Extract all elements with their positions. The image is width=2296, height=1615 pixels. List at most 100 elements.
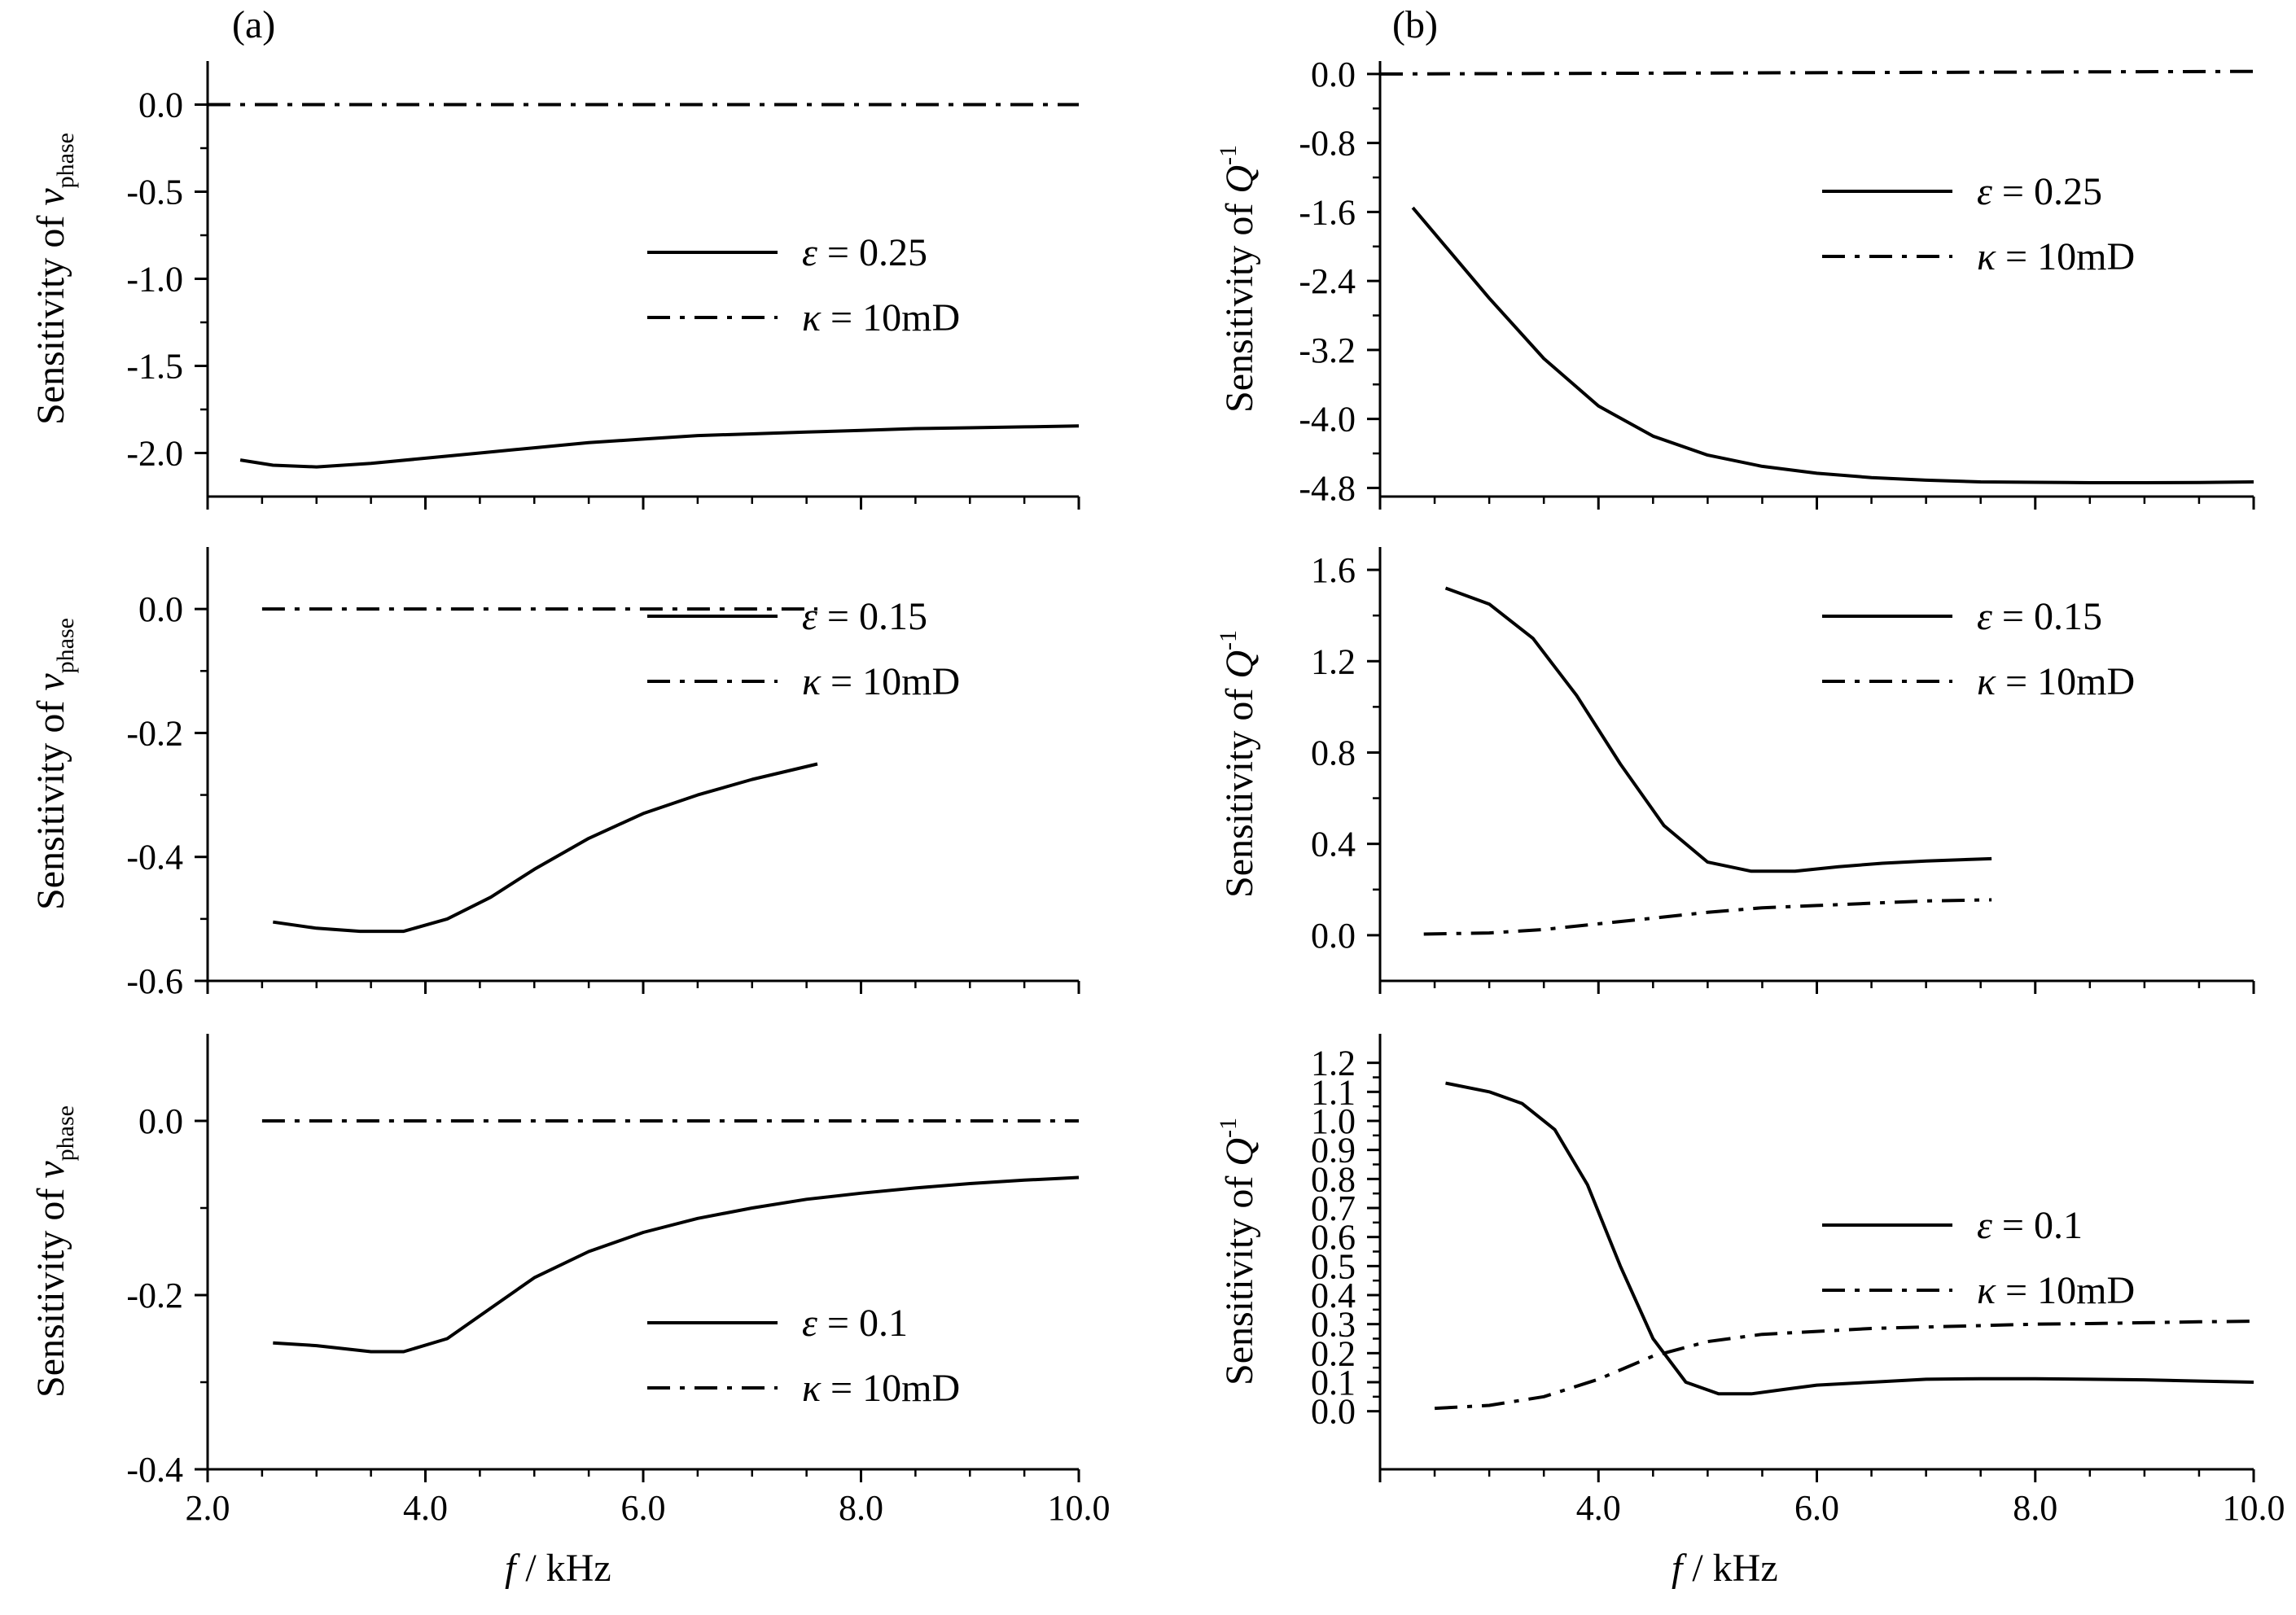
- legend-label: κ = 10mD: [802, 1367, 960, 1410]
- legend-symbol: ε: [1977, 1204, 1992, 1247]
- y-axis-title-superscript: -1: [1215, 1118, 1242, 1138]
- legend-value: = 10mD: [821, 1367, 960, 1410]
- x-tick-label: 2.0: [186, 1488, 230, 1528]
- legend-symbol: κ: [802, 660, 822, 703]
- y-tick-label: -1.5: [126, 347, 183, 387]
- plot-b1: 0.0 -0.8 -1.6 -2.4 -3.2 -4.0 -4.8 Sensitivity o…: [1215, 55, 2255, 510]
- y-axis-title-prefix: Sensitivity of: [1218, 1166, 1261, 1385]
- y-tick-label: 0.0: [138, 589, 183, 629]
- plot-a2: 0.0 -0.2 -0.4 -0.6 Sensitivity of vphase ε = …: [29, 547, 1080, 1001]
- y-tick-label: -0.5: [126, 173, 183, 212]
- legend-value: = 0.15: [1992, 595, 2102, 638]
- legend-value: = 0.1: [1992, 1204, 2083, 1247]
- legend-value: = 0.1: [817, 1302, 908, 1345]
- series-line-epsilon: [273, 1175, 1080, 1354]
- y-tick-label: 1.0: [1311, 1101, 1356, 1141]
- y-axis-title-variable: v: [29, 673, 72, 691]
- y-tick-label: 0.0: [138, 1101, 183, 1141]
- plot-a1: 0.0 -0.5 -1.0 -1.5 -2.0 Sensitivity of vphase…: [29, 61, 1080, 510]
- y-axis-title: Sensitivity of vphase: [29, 618, 79, 910]
- y-axis-title-subscript: phase: [52, 1105, 79, 1161]
- legend-label: ε = 0.1: [802, 1302, 908, 1345]
- x-axis-title-b: f / kHz: [1672, 1547, 1778, 1590]
- panel-label-b: (b): [1392, 3, 1438, 46]
- series-line-kappa: [1423, 898, 1992, 936]
- y-axis-title-prefix: Sensitivity of: [29, 206, 72, 425]
- legend-symbol: κ: [1977, 235, 1996, 278]
- y-tick-label: 1.2: [1311, 641, 1356, 681]
- legend-value: = 0.15: [817, 595, 927, 638]
- y-tick-label: -1.6: [1299, 192, 1356, 232]
- series-line-epsilon: [239, 424, 1080, 469]
- series-line-epsilon: [1411, 206, 2254, 484]
- legend-symbol: ε: [802, 1302, 817, 1345]
- x-axis-unit: / kHz: [515, 1547, 611, 1590]
- y-axis-title-prefix: Sensitivity of: [29, 1179, 72, 1398]
- y-tick-label: 1.6: [1311, 550, 1356, 590]
- x-tick-label: 8.0: [2013, 1488, 2057, 1528]
- legend-symbol: ε: [802, 231, 817, 274]
- legend-label: κ = 10mD: [802, 296, 960, 339]
- legend-value: = 0.25: [1992, 170, 2102, 213]
- y-tick-label: 0.7: [1311, 1188, 1356, 1228]
- y-axis-title-subscript: phase: [52, 618, 79, 673]
- legend-label: ε = 0.15: [802, 595, 927, 638]
- legend-label: κ = 10mD: [1977, 660, 2135, 703]
- legend-b1: ε = 0.25 κ = 10mD: [1822, 170, 2135, 278]
- y-tick-label: 0.4: [1311, 1276, 1356, 1315]
- y-tick-label: -3.2: [1299, 330, 1356, 370]
- legend-symbol: κ: [802, 296, 822, 339]
- y-axis-title-subscript: phase: [52, 133, 79, 188]
- y-tick-label: 0.0: [1311, 1392, 1356, 1432]
- y-axis-title: Sensitivity of Q-1: [1215, 630, 1261, 898]
- legend-label: ε = 0.1: [1977, 1204, 2083, 1247]
- legend-label: ε = 0.25: [1977, 170, 2102, 213]
- y-axis-title-superscript: -1: [1215, 630, 1242, 650]
- legend-symbol: κ: [1977, 660, 1996, 703]
- y-axis-title: Sensitivity of vphase: [29, 133, 79, 425]
- x-axis-title-a: f / kHz: [505, 1547, 611, 1590]
- y-tick-label: -0.4: [126, 1450, 183, 1490]
- y-tick-label: 0.5: [1311, 1246, 1356, 1286]
- legend-value: = 0.25: [817, 231, 927, 274]
- y-tick-label: 0.8: [1311, 1159, 1356, 1199]
- legend-value: = 10mD: [1996, 1269, 2135, 1312]
- y-axis-title-prefix: Sensitivity of: [1218, 679, 1261, 898]
- y-axis-title: Sensitivity of vphase: [29, 1105, 79, 1398]
- y-axis-title-variable: v: [29, 1161, 72, 1179]
- y-axis-title-variable: Q: [1218, 165, 1261, 194]
- y-axis-title: Sensitivity of Q-1: [1215, 1118, 1261, 1385]
- y-tick-label: -0.4: [126, 838, 183, 878]
- legend-b2: ε = 0.15 κ = 10mD: [1822, 595, 2135, 703]
- x-tick-label: 10.0: [2223, 1488, 2285, 1528]
- x-tick-label: 4.0: [403, 1488, 448, 1528]
- legend-symbol: κ: [802, 1367, 822, 1410]
- legend-b3: ε = 0.1 κ = 10mD: [1822, 1204, 2135, 1312]
- x-tick-label: 6.0: [621, 1488, 666, 1528]
- y-tick-label: -2.0: [126, 434, 183, 474]
- y-tick-label: -0.6: [126, 961, 183, 1001]
- legend-label: κ = 10mD: [1977, 1269, 2135, 1312]
- y-tick-label: -0.2: [126, 713, 183, 753]
- y-tick-label: 0.6: [1311, 1218, 1356, 1258]
- legend-label: κ = 10mD: [1977, 235, 2135, 278]
- legend-label: ε = 0.25: [802, 231, 927, 274]
- legend-a2: ε = 0.15 κ = 10mD: [647, 595, 960, 703]
- y-axis-title-prefix: Sensitivity of: [29, 691, 72, 910]
- y-tick-label: -4.0: [1299, 400, 1356, 440]
- series-line-epsilon: [273, 762, 818, 934]
- plot-b3: 0.00.10.20.30.40.50.60.70.80.91.01.11.2 4…: [1215, 1034, 2285, 1528]
- legend-symbol: κ: [1977, 1269, 1996, 1312]
- legend-value: = 10mD: [1996, 235, 2135, 278]
- y-tick-label: 0.3: [1311, 1305, 1356, 1345]
- plot-a3: 0.0 -0.2 -0.42.0 4.0 6.0 8.0 10.0 Sensitivity o…: [29, 1034, 1111, 1528]
- legend-symbol: ε: [1977, 170, 1992, 213]
- y-tick-label: 0.8: [1311, 733, 1356, 772]
- y-tick-label: 0.2: [1311, 1333, 1356, 1373]
- y-tick-label: 0.0: [1311, 55, 1356, 94]
- y-tick-label: -2.4: [1299, 261, 1356, 301]
- y-axis-title-variable: Q: [1218, 1138, 1261, 1166]
- legend-a3: ε = 0.1 κ = 10mD: [647, 1302, 960, 1410]
